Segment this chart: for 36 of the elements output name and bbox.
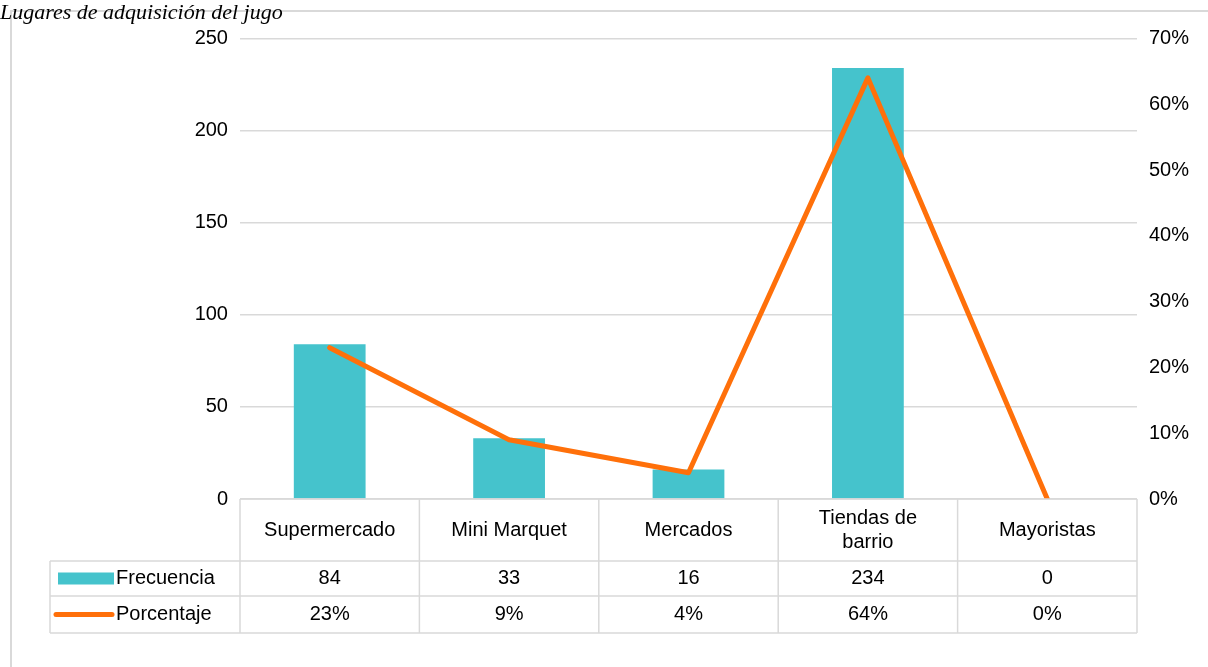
y2-tick-label: 30% <box>1149 289 1190 312</box>
y2-tick-label: 0% <box>1149 486 1179 509</box>
data-label: 23% <box>309 602 350 625</box>
y2-tick-label: 50% <box>1149 157 1190 180</box>
y-tick-label: 50 <box>205 394 228 417</box>
legend-label: Frecuencia <box>116 566 216 589</box>
y-tick-label: 100 <box>194 302 228 325</box>
data-label: 33 <box>497 566 521 589</box>
data-label: 0% <box>1032 602 1062 625</box>
y2-tick-label: 70% <box>1149 25 1190 48</box>
legend-label: Porcentaje <box>116 602 212 625</box>
x-tick-label: Mayoristas <box>998 517 1096 540</box>
bar <box>293 344 366 499</box>
data-label: 234 <box>851 566 885 589</box>
bar <box>832 67 904 499</box>
chart-title: Lugares de adquisición del jugo <box>0 0 283 24</box>
data-label: 64% <box>847 602 889 625</box>
data-label: 0 <box>1041 566 1053 589</box>
y-tick-label: 250 <box>194 25 228 48</box>
x-tick-label: Mercados <box>644 517 733 540</box>
bar <box>473 438 545 499</box>
y-tick-label: 0 <box>216 486 228 509</box>
y-tick-label: 150 <box>194 210 228 233</box>
y2-tick-label: 60% <box>1149 91 1190 114</box>
y2-tick-label: 10% <box>1149 420 1190 443</box>
data-label: 9% <box>494 602 524 625</box>
data-label: 16 <box>677 566 700 589</box>
data-label: 4% <box>674 602 704 625</box>
x-tick-label: Supermercado <box>264 517 396 540</box>
y2-tick-label: 20% <box>1149 354 1190 377</box>
bar <box>652 469 725 499</box>
x-tick-label: Tiendas de barrio <box>818 505 918 552</box>
data-label: 84 <box>318 566 341 589</box>
x-tick-label: Mini Marquet <box>451 517 568 540</box>
y-tick-label: 200 <box>194 118 228 141</box>
y2-tick-label: 40% <box>1149 223 1190 246</box>
